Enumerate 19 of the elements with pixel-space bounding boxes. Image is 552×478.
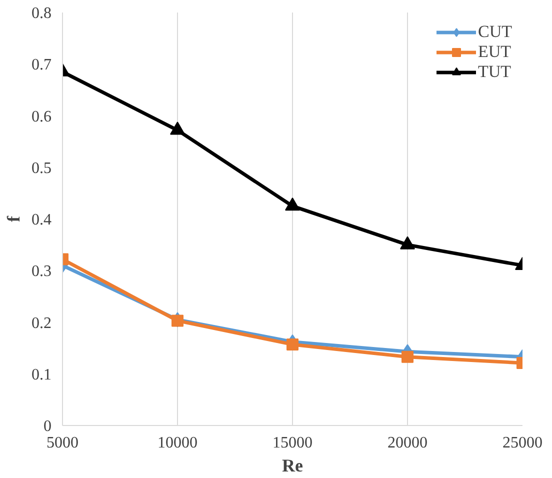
legend-label: TUT	[478, 62, 512, 82]
y-tick-label: 0.3	[32, 263, 52, 280]
y-tick-label: 0.1	[32, 366, 52, 384]
y-tick-label: 0	[44, 418, 52, 435]
x-tick-label: 15000	[272, 434, 312, 452]
y-tick-label: 0.5	[32, 160, 52, 177]
x-tick-label: 25000	[502, 434, 542, 452]
y-tick-label: 0.2	[32, 314, 52, 332]
legend-label: EUT	[478, 42, 512, 62]
y-tick-label: 0.4	[32, 212, 52, 228]
y-tick-label: 0.7	[32, 56, 52, 74]
y-tick-label: 0.8	[32, 5, 52, 22]
x-tick-label: 20000	[388, 434, 428, 452]
x-axis-title: Re	[282, 456, 304, 476]
y-tick-label: 0.6	[32, 108, 52, 126]
y-axis-title: f	[4, 214, 24, 222]
legend-label: CUT	[478, 22, 512, 42]
x-tick-label: 10000	[158, 434, 198, 452]
x-tick-label: 5000	[46, 434, 78, 452]
